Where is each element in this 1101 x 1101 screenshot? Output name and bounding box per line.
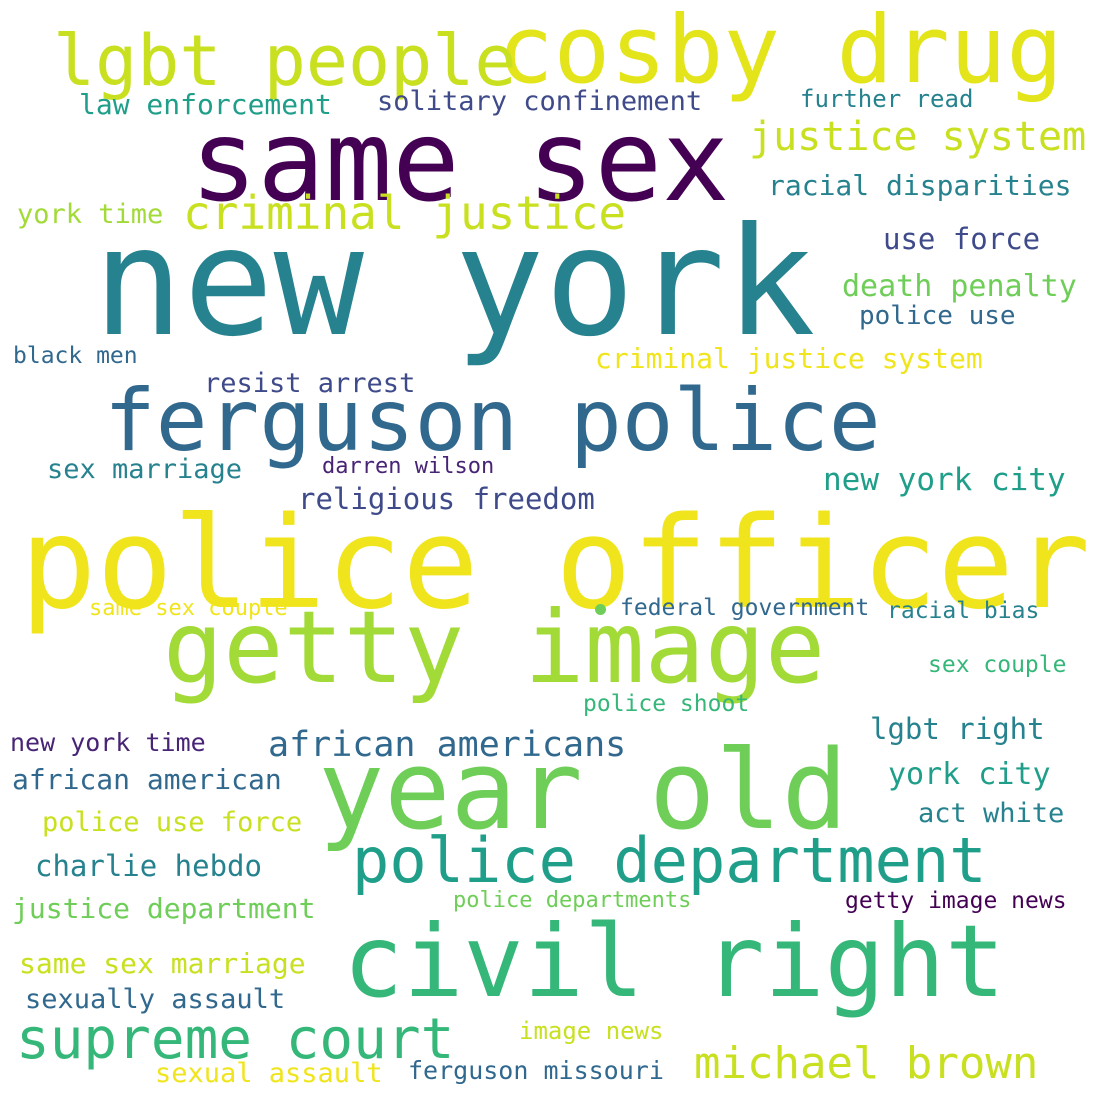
word-lgbt-right: lgbt right: [870, 712, 1045, 746]
word-african-american: african american: [12, 763, 282, 796]
word-michael-brown: michael brown: [694, 1038, 1039, 1089]
word-solitary-confinement: solitary confinement: [377, 86, 703, 117]
word-new-york-time: new york time: [10, 728, 206, 757]
word-supreme-court: supreme court: [16, 1007, 455, 1072]
word-same-sex: same sex: [190, 97, 730, 227]
word-sexual-assault: sexual assault: [155, 1058, 383, 1089]
word-act-white: act white: [918, 798, 1065, 829]
word-sex-couple: sex couple: [928, 652, 1067, 678]
word-sex-marriage: sex marriage: [47, 454, 243, 485]
word-same-sex-marriage: same sex marriage: [19, 947, 306, 980]
word-law-enforcement: law enforcement: [79, 88, 332, 121]
word-police-shoot: police shoot: [583, 691, 750, 717]
word-same-sex-couple: same sex couple: [89, 596, 288, 621]
word-new-york-city: new york city: [823, 462, 1066, 498]
word-justice-department: justice department: [12, 892, 316, 925]
word-racial-disparities: racial disparities: [768, 169, 1072, 202]
word-police-department: police department: [352, 824, 987, 897]
word-resist-arrest: resist arrest: [204, 368, 416, 399]
word-police-use: police use: [859, 301, 1016, 331]
word-darren-wilson: darren wilson: [322, 454, 495, 479]
word-getty-image: getty image: [163, 589, 826, 706]
word-york-city: york city: [888, 757, 1051, 792]
word-black-men: black men: [13, 343, 138, 369]
word-federal-government: federal government: [620, 595, 870, 621]
dot-mark: [595, 604, 606, 615]
word-cosby-drug: cosby drug: [497, 0, 1063, 105]
word-ferguson-missouri: ferguson missouri: [408, 1056, 664, 1085]
word-year-old: year old: [318, 726, 848, 854]
word-criminal-justice: criminal justice: [183, 186, 627, 240]
word-justice-system: justice system: [749, 114, 1087, 160]
word-new-york: new york: [93, 196, 816, 370]
word-sexually-assault: sexually assault: [25, 984, 286, 1015]
word-death-penalty: death penalty: [842, 269, 1077, 304]
word-image-news: image news: [519, 1017, 664, 1045]
word-police-departments: police departments: [453, 888, 692, 913]
word-african-americans: african americans: [268, 725, 627, 765]
word-ferguson-police: ferguson police: [104, 371, 881, 471]
word-use-force: use force: [883, 222, 1041, 256]
word-racial-bias: racial bias: [887, 598, 1040, 624]
word-police-officer: police officer: [20, 489, 1091, 637]
word-criminal-justice-system: criminal justice system: [595, 342, 983, 375]
word-york-time: york time: [17, 199, 164, 230]
word-religious-freedom: religious freedom: [298, 482, 595, 516]
word-lgbt-people: lgbt people: [53, 20, 517, 102]
word-getty-image-news: getty image news: [845, 888, 1067, 914]
word-charlie-hebdo: charlie hebdo: [35, 849, 262, 883]
word-police-use-force: police use force: [42, 807, 303, 838]
word-civil-right: civil right: [343, 903, 1006, 1020]
word-further-read: further read: [800, 85, 974, 113]
